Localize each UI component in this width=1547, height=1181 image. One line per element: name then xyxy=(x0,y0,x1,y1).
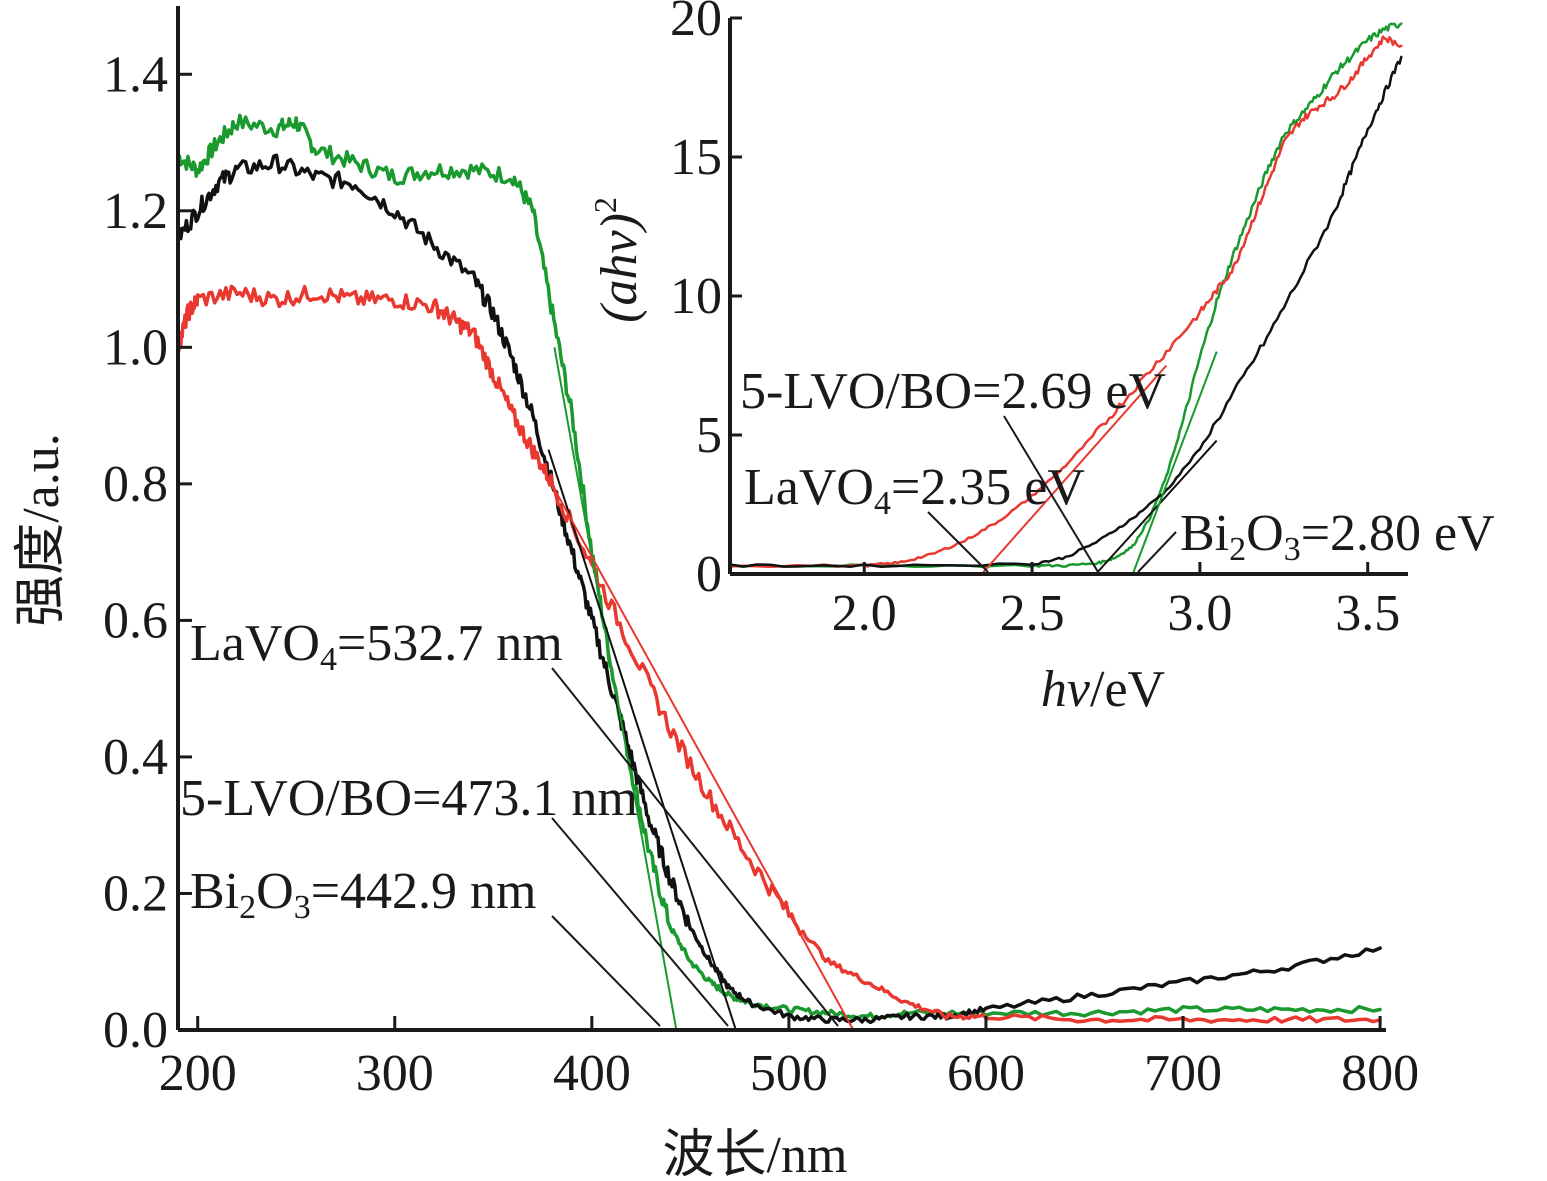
main-series-black xyxy=(176,153,1382,1025)
main-fit-line-green xyxy=(553,347,678,1031)
annotation-lvo-bo-nm: 5-LVO/BO=473.1 nm xyxy=(180,770,729,1027)
main-x-tick-label: 300 xyxy=(356,1045,434,1102)
main-fit-line-red xyxy=(531,449,855,1031)
annotation-lavo4-nm-label: LaVO4=532.7 nm xyxy=(190,615,563,678)
inset-plot: 2.0 2.5 3.0 3.5 0 5 10 15 20 hv/eV (ahv)2 5-LVO… xyxy=(587,0,1495,718)
annotation-lavo4-nm-leader xyxy=(551,667,839,1027)
main-fit-line-black xyxy=(547,449,737,1031)
main-y-tick-label: 0.0 xyxy=(103,1002,168,1059)
inset-y-tick-label: 20 xyxy=(670,0,722,47)
inset-x-tick-label: 2.0 xyxy=(832,585,897,642)
main-y-tick-label: 0.8 xyxy=(103,456,168,513)
main-y-ticks: 0.0 0.2 0.4 0.6 0.8 1.0 1.2 1.4 xyxy=(103,46,192,1059)
annotation-lvo-bo-nm-label: 5-LVO/BO=473.1 nm xyxy=(180,770,638,827)
main-y-tick-label: 0.6 xyxy=(103,592,168,649)
inset-series-black xyxy=(728,55,1403,568)
inset-x-axis-title: hv/eV xyxy=(1041,661,1165,718)
main-plot: 200 300 400 500 600 700 800 0.0 0.2 0.4 0.6 0.8 1.0… xyxy=(13,6,1419,1181)
main-y-tick-label: 0.4 xyxy=(103,729,168,786)
annotation-bi2o3-nm-leader xyxy=(551,915,661,1027)
inset-fit-line-green xyxy=(1131,351,1218,575)
annotation-bi2o3-nm-label: Bi2O3=442.9 nm xyxy=(190,863,536,926)
annotation-lvo-bo-ev-leader xyxy=(1003,415,1099,573)
main-x-ticks: 200 300 400 500 600 700 800 xyxy=(159,1016,1419,1102)
main-y-tick-label: 1.4 xyxy=(103,46,168,103)
main-y-tick-label: 0.2 xyxy=(103,865,168,922)
annotation-bi2o3-ev-label: Bi2O3=2.80 eV xyxy=(1180,505,1495,568)
main-fit-lines-group xyxy=(531,347,855,1031)
main-x-tick-label: 500 xyxy=(750,1045,828,1102)
inset-fit-line-red xyxy=(980,364,1168,575)
inset-y-ticks: 0 5 10 15 20 xyxy=(670,0,742,603)
annotation-lavo4-nm: LaVO4=532.7 nm xyxy=(190,615,839,1027)
annotation-bi2o3-nm: Bi2O3=442.9 nm xyxy=(190,863,661,1027)
main-x-axis-title: 波长/nm xyxy=(663,1127,848,1181)
annotation-lavo4-ev-leader xyxy=(927,511,989,573)
annotation-lavo4-ev: LaVO4=2.35 eV xyxy=(744,459,1085,573)
annotation-lvo-bo-ev-label: 5-LVO/BO=2.69 eV xyxy=(740,363,1166,420)
annotation-lvo-bo-ev: 5-LVO/BO=2.69 eV xyxy=(740,363,1166,573)
main-x-tick-label: 400 xyxy=(553,1045,631,1102)
inset-x-ticks: 2.0 2.5 3.0 3.5 xyxy=(832,562,1400,642)
main-y-axis-title: 强度/a.u. xyxy=(13,433,70,627)
main-x-tick-label: 600 xyxy=(947,1045,1025,1102)
inset-x-tick-label: 3.0 xyxy=(1167,585,1232,642)
inset-y-axis-title: (ahv)2 xyxy=(587,197,648,323)
main-y-tick-label: 1.0 xyxy=(103,319,168,376)
annotation-bi2o3-ev: Bi2O3=2.80 eV xyxy=(1137,505,1495,573)
inset-fit-line-black xyxy=(1095,439,1218,575)
inset-y-tick-label: 5 xyxy=(696,407,722,464)
inset-y-tick-label: 0 xyxy=(696,546,722,603)
main-x-tick-label: 200 xyxy=(159,1045,237,1102)
inset-series-green xyxy=(728,22,1403,569)
main-x-tick-label: 800 xyxy=(1341,1045,1419,1102)
inset-y-tick-label: 15 xyxy=(670,129,722,186)
annotation-bi2o3-ev-leader xyxy=(1137,531,1177,573)
inset-y-tick-label: 10 xyxy=(670,268,722,325)
main-y-tick-label: 1.2 xyxy=(103,183,168,240)
annotation-lvo-bo-nm-leader xyxy=(551,817,729,1027)
annotation-lavo4-ev-label: LaVO4=2.35 eV xyxy=(744,459,1085,522)
inset-fit-lines-group xyxy=(980,351,1218,575)
inset-x-tick-label: 2.5 xyxy=(1000,585,1065,642)
inset-x-tick-label: 3.5 xyxy=(1335,585,1400,642)
main-x-tick-label: 700 xyxy=(1144,1045,1222,1102)
